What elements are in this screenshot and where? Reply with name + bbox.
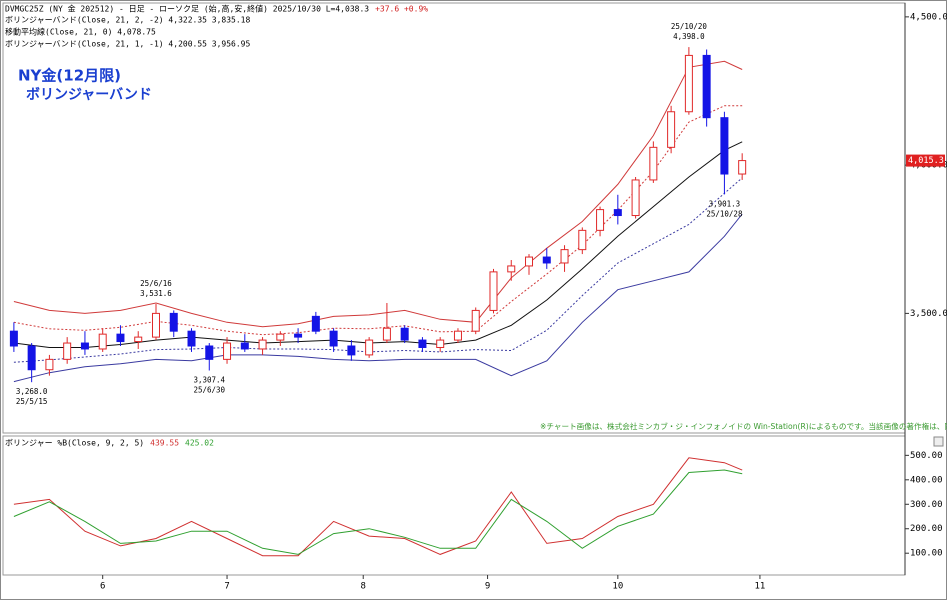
candle-body xyxy=(134,336,143,343)
candle-body xyxy=(525,256,534,267)
y-tick-label: 100.00 xyxy=(910,549,943,559)
x-tick-label: 10 xyxy=(612,582,623,592)
band-line xyxy=(13,177,743,363)
candle-body xyxy=(453,330,462,341)
candle-body xyxy=(9,330,18,347)
candle-body xyxy=(382,327,391,341)
candle-body xyxy=(489,271,498,311)
candle-body xyxy=(80,342,89,350)
candle-body xyxy=(436,339,445,348)
candle-body xyxy=(187,330,196,347)
annotation-value: 4,398.0 xyxy=(673,32,705,41)
candle-body xyxy=(471,309,480,332)
candle-body xyxy=(649,146,658,181)
candle-body xyxy=(613,209,622,217)
y-tick-label: 4,500.0 xyxy=(910,12,947,22)
band-line xyxy=(13,105,743,336)
y-tick-label: 300.00 xyxy=(910,500,943,510)
x-tick-label: 8 xyxy=(361,582,366,592)
candle-body xyxy=(560,249,569,264)
annotation-value: 3,531.6 xyxy=(140,289,172,298)
chart-title: NY金(12月限) xyxy=(18,67,121,85)
annotation-date: 25/6/16 xyxy=(140,279,172,288)
annotation-date: 25/5/15 xyxy=(16,397,48,406)
candle-body xyxy=(45,358,54,371)
annotation-date: 25/6/30 xyxy=(193,386,225,395)
candle-body xyxy=(507,265,516,273)
x-tick-label: 9 xyxy=(485,582,490,592)
candle-body xyxy=(169,312,178,332)
y-tick-label: 3,500.0 xyxy=(910,309,947,319)
annotation-value: 3,307.4 xyxy=(193,376,225,385)
annotation-value: 3,901.3 xyxy=(709,199,741,208)
candle-body xyxy=(347,345,356,356)
candle-body xyxy=(400,327,409,341)
indicator-label: ボリンジャーバンド(Close, 21, 2, -2) 4,322.35 3,8… xyxy=(5,16,250,25)
y-tick-label: 200.00 xyxy=(910,524,943,534)
y-tick-label: 500.00 xyxy=(910,451,943,461)
candle-body xyxy=(365,339,374,356)
candle-body xyxy=(223,342,232,360)
candle-body xyxy=(63,342,72,360)
indicator-label: 移動平均線(Close, 21, 0) 4,078.75 xyxy=(5,27,156,37)
indicator-title: ボリンジャー %B(Close, 9, 2, 5) xyxy=(5,439,144,448)
copyright-note: ※チャート画像は、株式会社ミンカブ・ジ・インフォノイドの Win-Station… xyxy=(540,421,947,431)
candle-body xyxy=(596,209,605,231)
last-price-box xyxy=(906,154,945,167)
x-tick-label: 7 xyxy=(224,582,229,592)
y-tick-label: 400.00 xyxy=(910,475,943,485)
last-price-label: 4,015.3 xyxy=(908,156,944,166)
candle-body xyxy=(684,54,693,113)
x-tick-label: 11 xyxy=(755,582,766,592)
panel-toggle[interactable] xyxy=(933,436,944,447)
annotation-date: 25/10/20 xyxy=(671,22,708,31)
annotation-value: 3,268.0 xyxy=(16,387,48,396)
chart-subtitle: ボリンジャーバンド xyxy=(26,87,152,103)
candle-body xyxy=(578,229,587,251)
candle-body xyxy=(98,333,107,350)
indicator-line xyxy=(13,469,743,555)
legend-entry: 439.55 xyxy=(150,439,179,448)
symbol-header: DVMGC25Z (NY 金 202512) - 日足 - ローソク足 (始,高… xyxy=(5,4,369,14)
candle-body xyxy=(151,312,160,338)
candle-body xyxy=(205,345,214,360)
indicator-label: ボリンジャーバンド(Close, 21, 1, -1) 4,200.55 3,9… xyxy=(5,40,250,49)
price-change: +37.6 +0.9% xyxy=(375,5,428,14)
candle-body xyxy=(116,333,125,343)
candle-body xyxy=(738,160,747,175)
x-tick-label: 6 xyxy=(100,582,105,592)
candle-body xyxy=(258,339,267,350)
candle-body xyxy=(720,117,729,175)
candle-body xyxy=(702,54,711,119)
candle-body xyxy=(418,339,427,348)
annotation-date: 25/10/28 xyxy=(706,209,743,218)
band-line xyxy=(13,213,743,383)
candle-body xyxy=(329,330,338,347)
candle-body xyxy=(667,111,676,148)
candle-body xyxy=(240,342,249,350)
candle-body xyxy=(631,179,640,217)
candle-body xyxy=(294,333,303,338)
candle-body xyxy=(27,345,36,371)
candle-body xyxy=(276,333,285,341)
candle-body xyxy=(542,256,551,264)
legend-entry: 425.02 xyxy=(185,439,214,448)
candle-body xyxy=(311,315,320,332)
